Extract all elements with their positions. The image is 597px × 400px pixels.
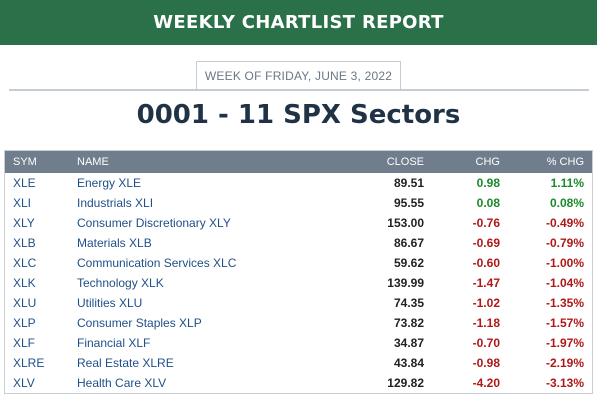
symbol-link[interactable]: XLV bbox=[13, 376, 35, 390]
pct-change-value: -0.49% bbox=[545, 216, 584, 230]
week-label: WEEK OF FRIDAY, JUNE 3, 2022 bbox=[204, 68, 393, 83]
pct-change-value: -1.57% bbox=[545, 316, 584, 330]
table-row[interactable]: XLP Consumer Staples XLP 73.82 -1.18 -1.57% bbox=[5, 313, 592, 333]
page-title: 0001 - 11 SPX Sectors bbox=[136, 100, 461, 130]
table-header-row: SYM NAME CLOSE CHG % CHG bbox=[5, 151, 592, 173]
table-row[interactable]: XLU Utilities XLU 74.35 -1.02 -1.35% bbox=[5, 293, 592, 313]
change-value: 0.98 bbox=[476, 176, 500, 190]
change-value: -0.60 bbox=[472, 256, 500, 270]
divider bbox=[9, 89, 589, 91]
column-header-sym[interactable]: SYM bbox=[13, 156, 37, 168]
close-value: 139.99 bbox=[387, 276, 424, 290]
table-row[interactable]: XLK Technology XLK 139.99 -1.47 -1.04% bbox=[5, 273, 592, 293]
symbol-link[interactable]: XLB bbox=[13, 236, 36, 250]
symbol-link[interactable]: XLE bbox=[13, 176, 36, 190]
sector-table: SYM NAME CLOSE CHG % CHG XLE Energy XLE 89… bbox=[4, 150, 593, 394]
close-value: 89.51 bbox=[393, 176, 424, 190]
close-value: 95.55 bbox=[393, 196, 424, 210]
close-value: 73.82 bbox=[393, 316, 424, 330]
close-value: 74.35 bbox=[393, 296, 424, 310]
table-row[interactable]: XLF Financial XLF 34.87 -0.70 -1.97% bbox=[5, 333, 592, 353]
table-row[interactable]: XLC Communication Services XLC 59.62 -0.60 -… bbox=[5, 253, 592, 273]
change-value: -0.70 bbox=[472, 336, 500, 350]
symbol-link[interactable]: XLRE bbox=[13, 356, 45, 370]
close-value: 59.62 bbox=[393, 256, 424, 270]
sector-name-link[interactable]: Health Care XLV bbox=[77, 376, 167, 390]
table-row[interactable]: XLE Energy XLE 89.51 0.98 1.11% bbox=[5, 173, 592, 193]
pct-change-value: -1.35% bbox=[545, 296, 584, 310]
sector-name-link[interactable]: Communication Services XLC bbox=[77, 256, 237, 270]
report-banner: WEEKLY CHARTLIST REPORT bbox=[0, 0, 597, 45]
sector-name-link[interactable]: Utilities XLU bbox=[77, 296, 143, 310]
sector-name-link[interactable]: Consumer Staples XLP bbox=[77, 316, 202, 330]
pct-change-value: -3.13% bbox=[545, 376, 584, 390]
pct-change-value: -1.04% bbox=[545, 276, 584, 290]
close-value: 43.84 bbox=[393, 356, 424, 370]
change-value: 0.08 bbox=[476, 196, 500, 210]
close-value: 153.00 bbox=[387, 216, 424, 230]
pct-change-value: 0.08% bbox=[549, 196, 584, 210]
sector-name-link[interactable]: Technology XLK bbox=[77, 276, 164, 290]
change-value: -1.47 bbox=[472, 276, 500, 290]
symbol-link[interactable]: XLP bbox=[13, 316, 36, 330]
pct-change-value: -1.00% bbox=[545, 256, 584, 270]
table-row[interactable]: XLRE Real Estate XLRE 43.84 -0.98 -2.19% bbox=[5, 353, 592, 373]
pct-change-value: -1.97% bbox=[545, 336, 584, 350]
change-value: -0.69 bbox=[472, 236, 500, 250]
close-value: 129.82 bbox=[387, 376, 424, 390]
change-value: -1.18 bbox=[472, 316, 500, 330]
change-value: -0.76 bbox=[472, 216, 500, 230]
change-value: -1.02 bbox=[472, 296, 500, 310]
banner-title: WEEKLY CHARTLIST REPORT bbox=[153, 12, 444, 33]
symbol-link[interactable]: XLK bbox=[13, 276, 36, 290]
table-row[interactable]: XLY Consumer Discretionary XLY 153.00 -0.76… bbox=[5, 213, 592, 233]
pct-change-value: 1.11% bbox=[550, 176, 584, 190]
sector-name-link[interactable]: Materials XLB bbox=[77, 236, 152, 250]
table-row[interactable]: XLV Health Care XLV 129.82 -4.20 -3.13% bbox=[5, 373, 592, 393]
symbol-link[interactable]: XLF bbox=[13, 336, 36, 350]
pct-change-value: -0.79% bbox=[545, 236, 584, 250]
sector-name-link[interactable]: Energy XLE bbox=[77, 176, 142, 190]
symbol-link[interactable]: XLU bbox=[13, 296, 37, 310]
column-header-pct-chg[interactable]: % CHG bbox=[546, 156, 584, 168]
week-label-box: WEEK OF FRIDAY, JUNE 3, 2022 bbox=[196, 61, 401, 89]
column-header-name[interactable]: NAME bbox=[77, 156, 109, 168]
table-row[interactable]: XLB Materials XLB 86.67 -0.69 -0.79% bbox=[5, 233, 592, 253]
column-header-close[interactable]: CLOSE bbox=[386, 156, 424, 168]
change-value: -0.98 bbox=[472, 356, 500, 370]
sector-name-link[interactable]: Consumer Discretionary XLY bbox=[77, 216, 231, 230]
symbol-link[interactable]: XLI bbox=[13, 196, 32, 210]
sector-name-link[interactable]: Industrials XLI bbox=[77, 196, 154, 210]
table-row[interactable]: XLI Industrials XLI 95.55 0.08 0.08% bbox=[5, 193, 592, 213]
close-value: 86.67 bbox=[393, 236, 424, 250]
pct-change-value: -2.19% bbox=[545, 356, 584, 370]
symbol-link[interactable]: XLC bbox=[13, 256, 37, 270]
sector-name-link[interactable]: Financial XLF bbox=[77, 336, 151, 350]
column-header-chg[interactable]: CHG bbox=[475, 156, 500, 168]
sector-name-link[interactable]: Real Estate XLRE bbox=[77, 356, 174, 370]
change-value: -4.20 bbox=[472, 376, 500, 390]
symbol-link[interactable]: XLY bbox=[13, 216, 35, 230]
close-value: 34.87 bbox=[393, 336, 424, 350]
